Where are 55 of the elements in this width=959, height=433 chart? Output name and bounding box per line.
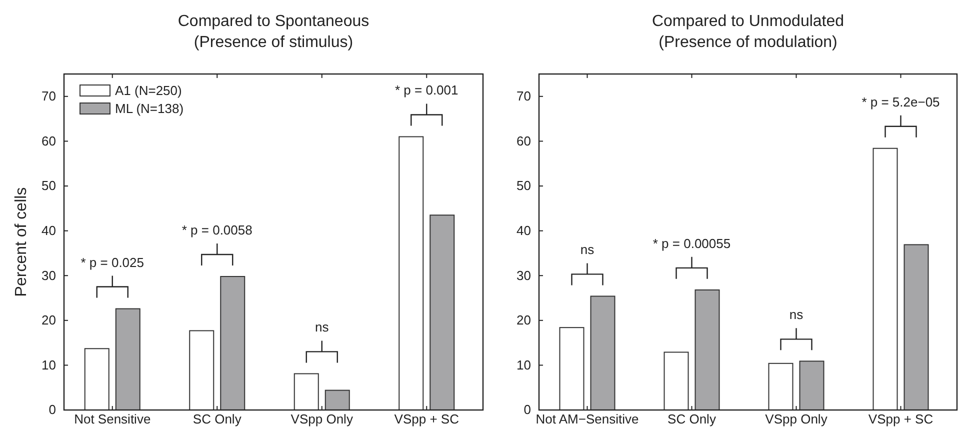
y-tick-label: 30: [42, 268, 56, 283]
y-tick-label: 70: [516, 88, 531, 104]
bar: [430, 214, 455, 410]
y-tick-label: 10: [516, 357, 531, 372]
bar: [189, 330, 214, 410]
x-tick-label: VSpp + SC: [868, 412, 934, 427]
annotation: * p = 0.025: [80, 254, 144, 270]
y-tick-label: 50: [42, 178, 56, 194]
x-tick-label: VSpp Only: [765, 412, 828, 427]
y-tick-label: 50: [516, 178, 531, 194]
annotation: ns: [789, 307, 804, 322]
y-tick-label: 40: [516, 222, 531, 238]
bar: [220, 276, 246, 410]
x-tick-label: SC Only: [192, 412, 242, 427]
annotation: * p = 0.00055: [652, 236, 731, 251]
bar: [694, 289, 720, 410]
y-tick-label: 40: [42, 222, 56, 238]
x-tick-label: Not AM−Sensitive: [536, 412, 639, 427]
y-tick-label: 0: [524, 402, 531, 418]
bar: [590, 296, 616, 410]
y-tick-label: 30: [516, 268, 531, 283]
y-tick-label: 60: [516, 133, 531, 148]
annotation: * p = 5.2e−05: [862, 94, 940, 110]
annotation: * p = 0.0058: [182, 222, 252, 238]
y-tick-label: 0: [48, 402, 56, 418]
legend-label: A1 (N=250): [115, 83, 182, 98]
annotation: ns: [315, 320, 330, 335]
bar: [904, 244, 929, 410]
chart-subtitle: (Presence of modulation): [658, 34, 838, 51]
y-axis-title: Percent of cells: [13, 187, 30, 297]
chart-subtitle: (Presence of stimulus): [194, 34, 354, 51]
annotation: * p = 0.001: [395, 82, 458, 98]
annotation: ns: [580, 242, 595, 258]
y-tick-label: 60: [42, 133, 56, 148]
y-tick-label: 20: [42, 312, 56, 328]
y-tick-label: 10: [42, 357, 56, 372]
bar: [294, 373, 319, 410]
legend-label: ML (N=138): [115, 101, 184, 116]
x-tick-label: VSpp Only: [290, 412, 354, 427]
bar: [799, 360, 824, 410]
bar: [84, 348, 110, 410]
x-tick-label: VSpp + SC: [394, 412, 459, 427]
bar: [559, 327, 584, 410]
chart-title: Compared to Unmodulated: [652, 13, 844, 30]
x-tick-label: Not Sensitive: [74, 412, 151, 427]
bar: [398, 136, 424, 410]
bar: [768, 362, 794, 410]
y-tick-label: 70: [42, 88, 56, 104]
bar: [324, 390, 350, 410]
bar: [872, 148, 898, 410]
y-tick-label: 20: [516, 312, 531, 328]
x-tick-label: SC Only: [668, 412, 716, 427]
bar: [115, 308, 140, 410]
chart-title: Compared to Spontaneous: [178, 13, 370, 30]
bar: [664, 352, 689, 410]
